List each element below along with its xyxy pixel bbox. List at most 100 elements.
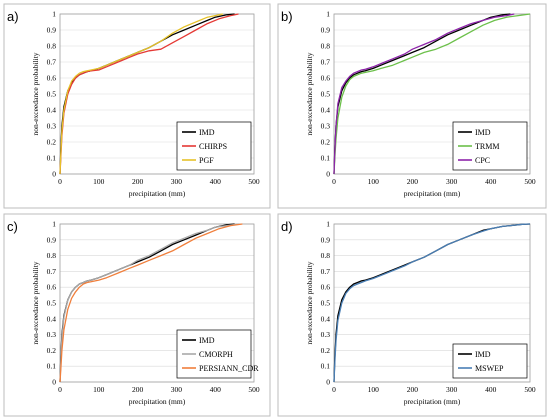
y-axis-label: non-exceedance probability — [305, 261, 314, 344]
x-tick-label: 300 — [171, 177, 183, 186]
plot-area — [59, 223, 255, 383]
y-tick-label: 0 — [326, 378, 330, 387]
y-tick-label: 0.8 — [47, 251, 57, 260]
x-tick-label: 400 — [210, 177, 222, 186]
y-tick-label: 0.6 — [321, 74, 331, 83]
x-tick-label: 0 — [332, 385, 336, 394]
plot-area — [333, 223, 531, 383]
legend-label: MSWEP — [475, 364, 504, 373]
legend-label: CPC — [475, 156, 490, 165]
x-tick-label: 400 — [485, 177, 497, 186]
y-axis-label: non-exceedance probability — [305, 52, 314, 135]
x-tick-label: 500 — [248, 385, 260, 394]
y-tick-label: 0.2 — [47, 346, 57, 355]
x-tick-label: 200 — [407, 385, 419, 394]
legend-label: IMD — [199, 336, 215, 345]
series-line-imd — [333, 13, 511, 175]
series-line-persiann-cdr — [59, 223, 243, 383]
y-tick-label: 0.5 — [47, 90, 57, 99]
x-axis-label: precipitation (mm) — [129, 397, 186, 406]
y-tick-label: 0 — [52, 378, 56, 387]
x-tick-label: 500 — [248, 177, 260, 186]
x-tick-label: 100 — [93, 385, 105, 394]
y-tick-label: 0.8 — [47, 42, 57, 51]
y-tick-label: 0.3 — [321, 122, 331, 131]
x-tick-label: 100 — [93, 177, 105, 186]
y-tick-label: 1 — [52, 220, 56, 229]
y-tick-label: 0.3 — [47, 330, 57, 339]
x-tick-label: 500 — [524, 177, 536, 186]
y-tick-label: 0.8 — [321, 251, 331, 260]
series-line-cpc — [333, 13, 515, 175]
x-tick-label: 300 — [171, 385, 183, 394]
x-tick-label: 300 — [446, 177, 458, 186]
legend-label: IMD — [475, 128, 491, 137]
plot-area — [333, 13, 531, 175]
y-tick-label: 0.1 — [321, 154, 331, 163]
x-axis-label: precipitation (mm) — [404, 189, 461, 198]
panel-letter: d) — [281, 219, 293, 234]
y-tick-label: 0.5 — [321, 90, 331, 99]
y-tick-label: 0.4 — [321, 106, 331, 115]
y-tick-label: 0.6 — [47, 283, 57, 292]
x-tick-label: 200 — [132, 385, 144, 394]
y-axis-label: non-exceedance probability — [31, 52, 40, 135]
legend-label: IMD — [475, 350, 491, 359]
plot-area — [59, 13, 255, 175]
chart-panel-2: 0 0.1 0.2 0.3 0.4 0.5 0.6 0.7 0.8 0.9 1 0 100 200 300 4… — [277, 3, 547, 209]
panel-letter: b) — [281, 9, 293, 24]
chart-panel-3: 0 0.1 0.2 0.3 0.4 0.5 0.6 0.7 0.8 0.9 1 0 100 200 300 4… — [3, 213, 271, 417]
legend-label: IMD — [199, 128, 215, 137]
x-axis-label: precipitation (mm) — [404, 397, 461, 406]
panel-letter: c) — [7, 219, 18, 234]
y-tick-label: 0.5 — [321, 299, 331, 308]
y-tick-label: 0.8 — [321, 42, 331, 51]
series-line-cmorph — [59, 223, 239, 383]
y-tick-label: 1 — [326, 10, 330, 19]
x-tick-label: 200 — [132, 177, 144, 186]
y-tick-label: 0.6 — [321, 283, 331, 292]
y-tick-label: 0.2 — [321, 346, 331, 355]
y-tick-label: 0.4 — [47, 314, 57, 323]
series-line-pgf — [59, 13, 224, 175]
legend-label: CMORPH — [199, 350, 233, 359]
y-tick-label: 0.7 — [47, 58, 57, 67]
y-tick-label: 0.7 — [47, 267, 57, 276]
series-line-trmm — [333, 13, 531, 175]
x-tick-label: 500 — [524, 385, 536, 394]
y-tick-label: 0.1 — [321, 362, 331, 371]
legend-label: CHIRPS — [199, 142, 227, 151]
x-tick-label: 0 — [58, 177, 62, 186]
y-tick-label: 0.1 — [47, 154, 57, 163]
y-tick-label: 0.7 — [321, 58, 331, 67]
y-tick-label: 0.6 — [47, 74, 57, 83]
x-axis-label: precipitation (mm) — [129, 189, 186, 198]
y-tick-label: 0.3 — [321, 330, 331, 339]
y-tick-label: 0.4 — [47, 106, 57, 115]
x-tick-label: 300 — [446, 385, 458, 394]
chart-panel-4: 0 0.1 0.2 0.3 0.4 0.5 0.6 0.7 0.8 0.9 1 0 100 200 300 4… — [277, 213, 547, 417]
y-tick-label: 0.9 — [321, 26, 331, 35]
series-line-mswep — [333, 223, 531, 383]
y-tick-label: 0.9 — [321, 235, 331, 244]
legend-label: PGF — [199, 156, 214, 165]
y-axis-label: non-exceedance probability — [31, 261, 40, 344]
y-tick-label: 0.2 — [321, 138, 331, 147]
y-tick-label: 0.5 — [47, 299, 57, 308]
y-tick-label: 0.4 — [321, 314, 331, 323]
y-tick-label: 0.9 — [47, 235, 57, 244]
y-tick-label: 1 — [326, 220, 330, 229]
x-tick-label: 100 — [368, 385, 380, 394]
y-tick-label: 0 — [52, 170, 56, 179]
x-tick-label: 0 — [58, 385, 62, 394]
y-tick-label: 0.7 — [321, 267, 331, 276]
y-tick-label: 0.9 — [47, 26, 57, 35]
y-tick-label: 0.2 — [47, 138, 57, 147]
legend-label: PERSIANN_CDR — [199, 364, 259, 373]
x-tick-label: 400 — [485, 385, 497, 394]
x-tick-label: 0 — [332, 177, 336, 186]
chart-panel-1: 0 0.1 0.2 0.3 0.4 0.5 0.6 0.7 0.8 0.9 1 0 100 200 300 4… — [3, 3, 271, 209]
x-tick-label: 400 — [210, 385, 222, 394]
legend-label: TRMM — [475, 142, 499, 151]
